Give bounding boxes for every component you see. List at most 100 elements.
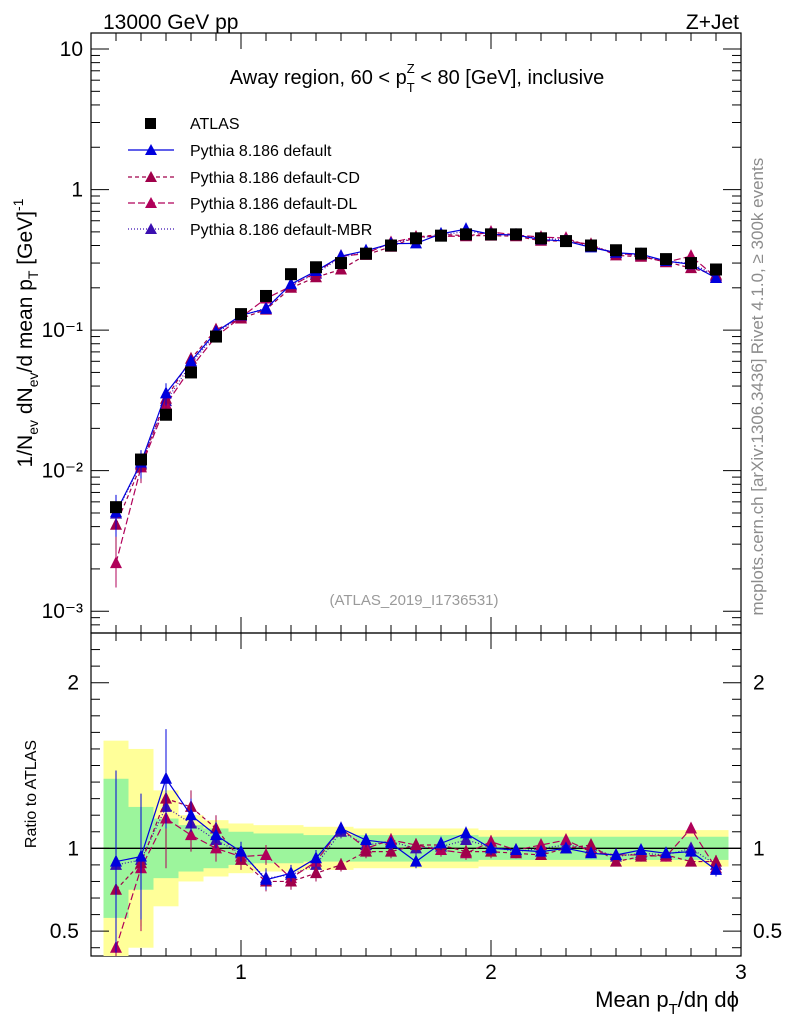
atlas-point bbox=[635, 247, 647, 260]
ratio-dl-point bbox=[185, 828, 197, 841]
atlas-point bbox=[285, 268, 297, 281]
ratio-y-tick-label-right: 1 bbox=[753, 837, 765, 860]
y-tick-label: 10⁻¹ bbox=[42, 319, 83, 342]
atlas-point bbox=[385, 239, 397, 252]
ratio-dl-point bbox=[685, 821, 697, 834]
ratio-default-point bbox=[510, 842, 522, 855]
ratio-dl-point bbox=[260, 847, 272, 860]
atlas-point bbox=[485, 228, 497, 241]
series-default-line bbox=[115, 228, 717, 513]
y-tick-label: 10⁻³ bbox=[42, 600, 83, 623]
ratio-default-point bbox=[135, 849, 147, 862]
ratio-default-point bbox=[410, 854, 422, 867]
ratio-cd-point bbox=[610, 854, 622, 867]
atlas-point bbox=[685, 257, 697, 270]
series-dl-point bbox=[110, 556, 122, 569]
ratio-default-point bbox=[260, 872, 272, 885]
ratio-default-point bbox=[285, 866, 297, 879]
ratio-default-point bbox=[185, 808, 197, 821]
legend-cd-label: Pythia 8.186 default-CD bbox=[190, 170, 360, 187]
ratio-plot-frame bbox=[90, 632, 742, 957]
x-tick-label: 2 bbox=[485, 961, 497, 984]
ratio-dl-point bbox=[560, 833, 572, 846]
ratio-cd-point bbox=[460, 844, 472, 857]
atlas-point bbox=[260, 289, 272, 302]
data-series bbox=[110, 222, 722, 956]
legend-dl-label: Pythia 8.186 default-DL bbox=[190, 196, 357, 213]
atlas-point bbox=[235, 308, 247, 321]
ratio-default-point bbox=[585, 846, 597, 859]
ratio-default-point bbox=[160, 771, 172, 784]
ratio-cd-point bbox=[335, 857, 347, 870]
ratio-y-tick-label: 0.5 bbox=[50, 920, 79, 943]
ratio-default-point bbox=[210, 828, 222, 841]
ratio-default-point bbox=[610, 847, 622, 860]
ratio-dl-point bbox=[485, 834, 497, 847]
main-plot-frame bbox=[90, 32, 742, 634]
ratio-y-axis-label: Ratio to ATLAS bbox=[23, 740, 40, 848]
atlas-point bbox=[710, 263, 722, 276]
atlas-point bbox=[460, 228, 472, 241]
header-left: 13000 GeV pp bbox=[103, 11, 238, 34]
ratio-default-point bbox=[460, 826, 472, 839]
series-default-point bbox=[160, 386, 172, 399]
series-mbr-line bbox=[115, 230, 717, 514]
legend-default-marker bbox=[145, 144, 157, 155]
x-tick-label: 3 bbox=[735, 961, 747, 984]
atlas-point bbox=[660, 253, 672, 266]
atlas-point bbox=[510, 228, 522, 241]
legend-atlas-label: ATLAS bbox=[190, 116, 240, 133]
atlas-point bbox=[610, 244, 622, 257]
header-right: Z+Jet bbox=[686, 11, 739, 34]
ratio-cd-point bbox=[410, 838, 422, 851]
rivet-label: Rivet 4.1.0, ≥ 300k events bbox=[748, 158, 767, 354]
atlas-point bbox=[160, 408, 172, 421]
plot-title: Away region, 60 < pZ T < 80 [GeV], inclus… bbox=[230, 61, 604, 95]
atlas-point bbox=[360, 247, 372, 260]
analysis-id: (ATLAS_2019_I1736531) bbox=[329, 592, 498, 609]
x-tick-label: 1 bbox=[235, 961, 247, 984]
legend-mbr-label: Pythia 8.186 default-MBR bbox=[190, 222, 372, 239]
ratio-y-tick-label-right: 2 bbox=[753, 672, 765, 695]
ratio-default-point bbox=[535, 844, 547, 857]
series-default-point bbox=[285, 277, 297, 290]
y-tick-label: 10⁻² bbox=[42, 460, 83, 483]
ratio-default-point bbox=[485, 841, 497, 854]
ratio-y-tick-label-right: 0.5 bbox=[753, 920, 782, 943]
series-cd-line bbox=[115, 233, 717, 525]
ratio-cd-point bbox=[310, 866, 322, 879]
ratio-cd-point bbox=[360, 844, 372, 857]
atlas-point bbox=[560, 235, 572, 248]
legend-dl-marker bbox=[145, 197, 157, 208]
ratio-y-tick-label: 2 bbox=[67, 672, 79, 695]
atlas-point bbox=[535, 232, 547, 245]
ratio-cd-point bbox=[385, 844, 397, 857]
atlas-point bbox=[435, 229, 447, 242]
atlas-point bbox=[210, 330, 222, 343]
atlas-point bbox=[135, 453, 147, 466]
ratio-default-point bbox=[360, 833, 372, 846]
legend-cd-marker bbox=[145, 171, 157, 182]
ratio-dl-point bbox=[535, 838, 547, 851]
ratio-cd-point bbox=[710, 854, 722, 867]
ratio-cd-point bbox=[585, 838, 597, 851]
ratio-default-point bbox=[685, 844, 697, 857]
legend: ATLAS Pythia 8.186 default Pythia 8.186 … bbox=[128, 116, 372, 239]
ratio-default-point bbox=[560, 841, 572, 854]
atlas-point bbox=[185, 366, 197, 379]
y-tick-label: 1 bbox=[71, 179, 83, 202]
atlas-point bbox=[410, 232, 422, 245]
ratio-default-point bbox=[710, 862, 722, 875]
ratio-cd-point bbox=[685, 854, 697, 867]
ratio-default-point bbox=[660, 846, 672, 859]
main-y-axis-label: 1/Nev dNev/d mean pT [GeV]-1 bbox=[10, 198, 41, 467]
legend-mbr-marker bbox=[145, 223, 157, 234]
atlas-point bbox=[335, 257, 347, 270]
series-default-point bbox=[260, 301, 272, 314]
ratio-default-point bbox=[635, 842, 647, 855]
mcplots-label: mcplots.cern.ch [arXiv:1306.3436] bbox=[748, 358, 767, 615]
atlas-point bbox=[110, 501, 122, 514]
series-dl-line bbox=[115, 231, 717, 564]
atlas-point bbox=[310, 261, 322, 274]
